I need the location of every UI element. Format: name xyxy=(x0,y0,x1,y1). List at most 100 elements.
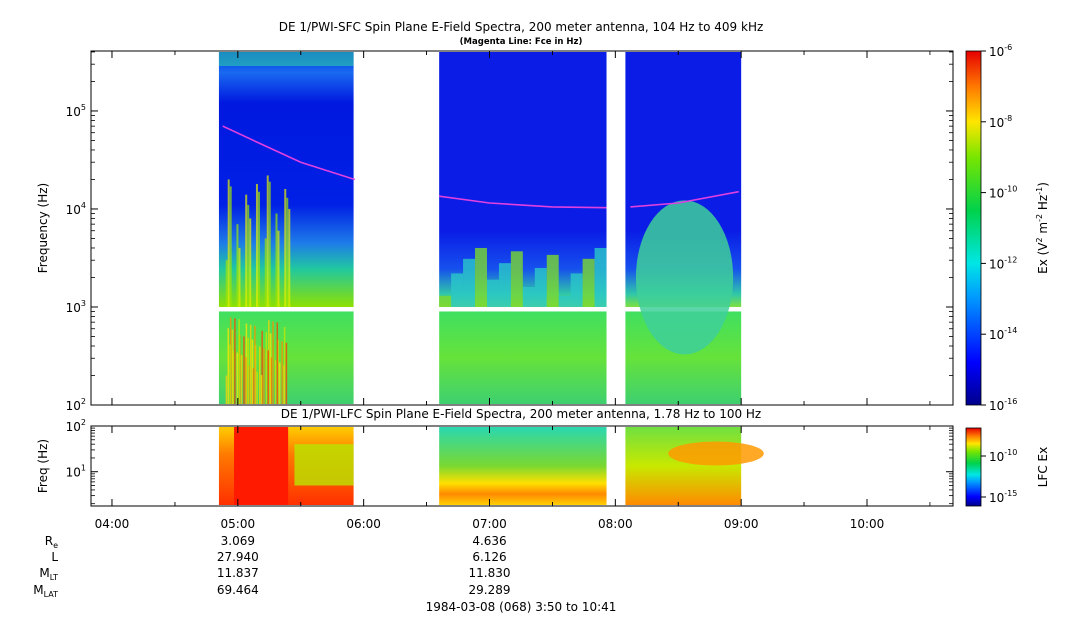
sfc-emission-streak xyxy=(255,183,258,307)
lfc-plot: 101 102 xyxy=(66,418,954,507)
time-tick-label: 06:00 xyxy=(346,517,381,531)
sfc-emission-streak xyxy=(243,336,245,404)
ephemeris-row-label: MLT xyxy=(39,566,58,582)
time-tick-label: 04:00 xyxy=(95,517,130,531)
lfc-x-ticks xyxy=(111,426,931,506)
sfc-y-tick-label: 102 xyxy=(66,397,86,413)
sfc-emission-streak xyxy=(266,175,269,307)
sfc-noise-band xyxy=(594,247,607,307)
sfc-emission-streak xyxy=(238,247,241,307)
ephemeris-value: 11.830 xyxy=(468,566,510,580)
ephemeris-value: 3.069 xyxy=(221,534,255,548)
lfc-emission-blob xyxy=(668,441,764,466)
sfc-title: DE 1/PWI-SFC Spin Plane E-Field Spectra,… xyxy=(279,20,764,34)
sfc-emission-streak xyxy=(268,181,271,307)
sfc-emission-streak xyxy=(278,362,281,404)
sfc-colorbar: 10-6 10-8 10-10 10-12 10-14 10-16 xyxy=(965,43,1017,413)
sfc-colorbar-tick-label: 10-14 xyxy=(989,326,1017,342)
time-tick-label: 10:00 xyxy=(850,517,885,531)
lfc-y-tick-label: 101 xyxy=(66,464,86,480)
sfc-emission-streak xyxy=(261,330,263,404)
lfc-colorbar: 10-10 10-15 xyxy=(965,427,1017,507)
sfc-emission-streak xyxy=(251,339,254,404)
sfc-segment-lower xyxy=(439,311,607,404)
sfc-emission-streak xyxy=(274,359,277,404)
ephemeris-row-label: L xyxy=(51,550,58,564)
fce-magenta-line xyxy=(222,125,739,209)
sfc-emission-streak xyxy=(225,375,228,404)
ephemeris-row-label: Re xyxy=(45,534,58,550)
ephemeris-value: 4.636 xyxy=(472,534,506,548)
sfc-noise-band xyxy=(510,251,523,307)
lfc-intense-emission xyxy=(234,427,289,505)
sfc-colorbar-gradient xyxy=(965,50,982,406)
sfc-emission-streak xyxy=(264,238,267,307)
sfc-emission-streak xyxy=(245,194,248,307)
sfc-emission-streak xyxy=(238,319,240,404)
sfc-noise-band xyxy=(475,247,487,307)
sfc-subtitle: (Magenta Line: Fce in Hz) xyxy=(460,37,583,47)
sfc-emission-streak xyxy=(281,341,283,404)
sfc-noise-band xyxy=(522,286,535,307)
sfc-y-tick-label: 104 xyxy=(66,201,86,217)
lfc-colorbar-tick-label: 10-10 xyxy=(989,448,1017,464)
sfc-emission-streak xyxy=(283,365,285,404)
sfc-emission-streak xyxy=(258,346,261,404)
sfc-emission-streak xyxy=(225,260,228,307)
sfc-spectrogram xyxy=(218,52,742,404)
sfc-noise-band xyxy=(558,295,571,307)
sfc-colorbar-tick-label: 10-16 xyxy=(989,397,1017,413)
sfc-emission-streak xyxy=(256,371,259,404)
sfc-emission-streak xyxy=(286,197,289,307)
sfc-noise-band xyxy=(546,254,559,307)
sfc-emission-streak xyxy=(285,342,288,404)
sfc-emission-streak xyxy=(245,357,247,404)
time-tick-label: 07:00 xyxy=(472,517,507,531)
time-tick-label: 08:00 xyxy=(598,517,633,531)
sfc-emission-streak xyxy=(263,348,265,404)
sfc-emission-streak xyxy=(240,354,243,404)
fce-line-segment xyxy=(630,190,739,208)
sfc-emission-streak xyxy=(260,375,263,404)
sfc-emission-streak xyxy=(269,333,272,404)
sfc-hf-band xyxy=(218,52,354,66)
sfc-plot: 102 103 104 105 xyxy=(66,50,954,413)
sfc-emission-streak xyxy=(265,332,268,404)
ephemeris-value: 6.126 xyxy=(472,550,506,564)
ephemeris-row-label: MLAT xyxy=(33,583,58,599)
sfc-emission-streak xyxy=(277,230,280,307)
time-tick-label: 05:00 xyxy=(221,517,256,531)
footer-date-range: 1984-03-08 (068) 3:50 to 10:41 xyxy=(426,600,617,614)
sfc-emission-streak xyxy=(247,337,249,404)
lfc-colorbar-label: LFC Ex xyxy=(1036,447,1050,487)
sfc-noise-band xyxy=(486,279,499,307)
lfc-colorbar-ticks: 10-10 10-15 xyxy=(981,448,1017,505)
sfc-y-tick-label: 103 xyxy=(66,299,86,315)
ephemeris-value: 11.837 xyxy=(217,566,259,580)
sfc-emission-streak xyxy=(236,352,239,404)
ephemeris-table: Re 3.069 4.636 L 27.940 6.126 MLT 11.837 11.830 M… xyxy=(33,534,510,599)
sfc-emission-streak xyxy=(229,344,231,404)
lfc-y-tick-label: 102 xyxy=(66,418,86,434)
sfc-colorbar-tick-label: 10-8 xyxy=(989,114,1012,130)
sfc-ylabel: Frequency (Hz) xyxy=(36,183,50,274)
sfc-emission-streak xyxy=(275,213,278,307)
sfc-emission-streak xyxy=(227,328,229,404)
sfc-noise-band xyxy=(570,273,583,307)
sfc-emission-streak xyxy=(257,191,260,307)
sfc-colorbar-tick-label: 10-10 xyxy=(989,185,1017,201)
lfc-segment xyxy=(625,427,742,505)
time-axis-labels: 04:00 05:00 06:00 07:00 08:00 09:00 10:00 xyxy=(95,517,885,531)
sfc-y-tick-label: 105 xyxy=(66,103,86,119)
lfc-band xyxy=(294,444,354,486)
sfc-noise-band xyxy=(534,267,547,307)
sfc-x-ticks xyxy=(111,51,931,405)
ephemeris-value: 29.289 xyxy=(468,583,510,597)
sfc-emission-streak xyxy=(229,186,232,307)
sfc-emission-streak xyxy=(288,208,291,307)
lfc-colorbar-gradient xyxy=(965,427,982,507)
sfc-noise-band xyxy=(463,258,476,307)
sfc-noise-band xyxy=(498,263,511,307)
sfc-colorbar-tick-label: 10-6 xyxy=(989,43,1012,59)
